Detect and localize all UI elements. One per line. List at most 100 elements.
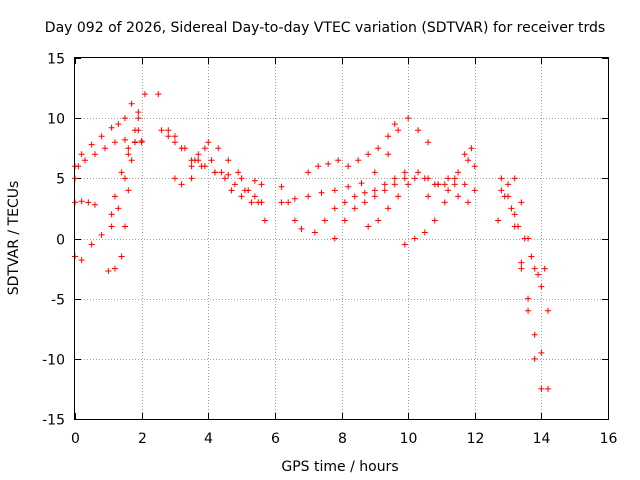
data-point [395, 193, 402, 200]
y-tick-label: 10 [47, 112, 65, 128]
data-point [251, 177, 258, 184]
data-point [305, 193, 312, 200]
data-point [78, 198, 85, 205]
series-arc-02 [72, 136, 145, 182]
data-point [78, 151, 85, 158]
series-arc-08 [165, 127, 265, 206]
data-point [435, 181, 442, 188]
data-point [211, 169, 218, 176]
data-point [531, 355, 538, 362]
x-tick-label: 0 [71, 431, 80, 447]
data-point [498, 175, 505, 182]
data-point [235, 169, 242, 176]
data-point [261, 217, 268, 224]
data-point [538, 283, 545, 290]
data-point [405, 181, 412, 188]
data-point [425, 139, 432, 146]
data-point [518, 259, 525, 266]
data-point [91, 201, 98, 208]
data-point [111, 265, 118, 272]
data-point [345, 163, 352, 170]
series-arc-09 [171, 139, 268, 224]
data-point [545, 307, 552, 314]
x-axis-label: GPS time / hours [281, 459, 398, 475]
data-point [121, 223, 128, 230]
data-point [225, 171, 232, 178]
data-point [425, 193, 432, 200]
data-point [121, 115, 128, 122]
data-point [165, 127, 172, 134]
data-point [201, 163, 208, 170]
x-tick-label: 16 [600, 431, 618, 447]
y-tick-label: 15 [47, 52, 65, 68]
data-point [278, 183, 285, 190]
data-point [215, 145, 222, 152]
data-point [291, 195, 298, 202]
data-point [311, 229, 318, 236]
data-point [445, 175, 452, 182]
data-point [255, 199, 262, 206]
data-point [451, 181, 458, 188]
data-point [385, 133, 392, 140]
y-tick-label: -5 [51, 293, 65, 309]
data-point [81, 157, 88, 164]
data-point [131, 139, 138, 146]
data-point [385, 151, 392, 158]
series-arc-20 [495, 193, 548, 278]
series-arc-07 [155, 91, 265, 188]
data-point [375, 217, 382, 224]
data-point [385, 205, 392, 212]
data-point [85, 199, 92, 206]
data-point [461, 181, 468, 188]
data-point [371, 187, 378, 194]
data-point [165, 133, 172, 140]
data-point [341, 217, 348, 224]
series-arc-18 [425, 157, 478, 200]
x-tick-label: 10 [400, 431, 418, 447]
data-point [411, 175, 418, 182]
series-arc-17 [401, 145, 475, 248]
data-point [321, 217, 328, 224]
data-point [238, 193, 245, 200]
data-point [91, 151, 98, 158]
data-point [545, 385, 552, 392]
data-point [195, 157, 202, 164]
data-point [355, 157, 362, 164]
data-point [158, 127, 165, 134]
data-point [468, 145, 475, 152]
data-point [341, 199, 348, 206]
data-point [141, 91, 148, 98]
y-tick-label: -10 [42, 353, 65, 369]
data-point [455, 169, 462, 176]
series-arc-06 [108, 139, 145, 218]
data-point [535, 271, 542, 278]
data-point [298, 225, 305, 232]
plot-frame [74, 57, 609, 420]
data-point [375, 145, 382, 152]
data-point [358, 180, 365, 187]
y-tick-label: 5 [56, 172, 65, 188]
data-point [381, 187, 388, 194]
data-point [118, 169, 125, 176]
data-point [451, 175, 458, 182]
series-arc-19 [498, 175, 552, 392]
data-point [401, 241, 408, 248]
chart-title: Day 092 of 2026, Sidereal Day-to-day VTE… [45, 20, 605, 36]
data-point [391, 121, 398, 128]
data-point [218, 169, 225, 176]
y-tick-label: -15 [42, 413, 65, 429]
data-point [511, 223, 518, 230]
x-tick-label: 8 [338, 431, 347, 447]
data-point [381, 181, 388, 188]
data-point [171, 133, 178, 140]
data-point [138, 139, 145, 146]
data-point [361, 189, 368, 196]
data-point [351, 205, 358, 212]
data-point [78, 257, 85, 264]
data-point [171, 175, 178, 182]
data-point [465, 157, 472, 164]
data-point [415, 169, 422, 176]
data-point [318, 189, 325, 196]
data-point [115, 205, 122, 212]
x-tick-label: 4 [204, 431, 213, 447]
